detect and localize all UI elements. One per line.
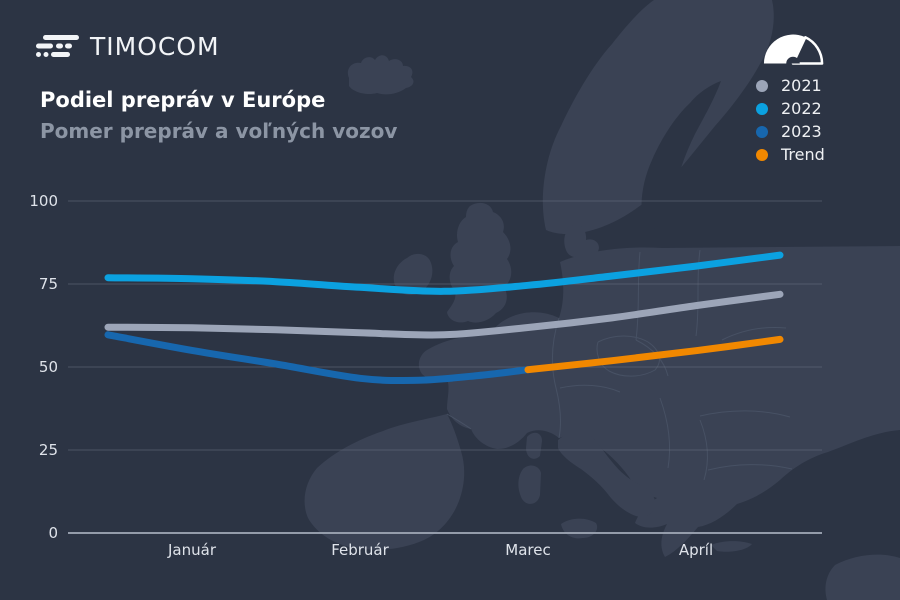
gridlines: [68, 200, 822, 534]
chart-legend: 2021 2022 2023 Trend: [756, 30, 866, 166]
brand: TIMOCOM: [36, 32, 220, 61]
map-denmark: [564, 224, 599, 258]
map-anatolia: [825, 554, 900, 600]
map-iberia: [304, 414, 465, 550]
x-tick-marec: Marec: [505, 541, 551, 559]
gauge-icon: [763, 34, 824, 65]
legend-item-2021: 2021: [756, 74, 866, 97]
chart-series: [104, 251, 784, 385]
map-crete: [711, 541, 752, 552]
map-country-borders: [446, 249, 793, 481]
y-tick-0: 0: [48, 524, 58, 542]
map-scandinavia: [542, 0, 774, 235]
page-subtitle: Pomer prepráv a voľných vozov: [40, 119, 398, 143]
map-ireland: [393, 253, 433, 296]
page-title: Podiel prepráv v Európe: [40, 88, 326, 112]
y-tick-25: 25: [38, 441, 58, 459]
x-tick-február: Február: [331, 541, 389, 559]
series-line-trend: [524, 335, 784, 374]
legend-label: 2023: [781, 122, 822, 141]
map-baltic-sea: [641, 81, 721, 232]
series-line-2023: [104, 331, 532, 385]
legend-dot-2023: [756, 125, 768, 138]
legend-label: 2022: [781, 99, 822, 118]
series-line-2021: [104, 290, 784, 339]
map-italy: [558, 431, 656, 517]
map-iceland: [347, 55, 414, 95]
legend-item-2023: 2023: [756, 120, 866, 143]
legend-dot-2021: [756, 79, 768, 92]
legend-dot-2022: [756, 102, 768, 115]
timocom-logo-icon: [36, 35, 79, 57]
y-tick-75: 75: [38, 275, 58, 293]
x-tick-január: Január: [168, 541, 216, 559]
legend-label: Trend: [781, 145, 825, 164]
legend-item-2022: 2022: [756, 97, 866, 120]
legend-label: 2021: [781, 76, 822, 95]
brand-name: TIMOCOM: [90, 32, 220, 61]
series-line-2022: [104, 251, 784, 295]
map-corsica: [526, 432, 542, 459]
y-tick-50: 50: [38, 358, 58, 376]
legend-item-trend: Trend: [756, 143, 866, 166]
y-tick-100: 100: [29, 192, 58, 210]
legend-dot-trend: [756, 148, 768, 161]
map-sardinia: [518, 465, 541, 504]
x-tick-apríl: Apríl: [678, 541, 714, 559]
